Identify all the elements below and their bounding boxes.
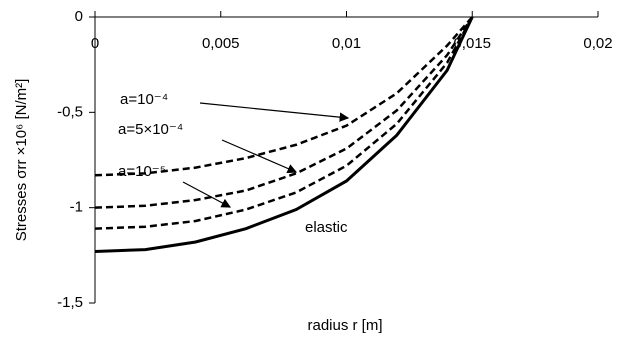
series-label: a=10⁻⁵ <box>118 163 166 180</box>
series-label: a=10⁻⁴ <box>120 91 168 108</box>
x-tick-label: 0,02 <box>583 35 612 52</box>
series-label: a=5×10⁻⁴ <box>118 121 183 138</box>
y-tick-label: -0,5 <box>57 103 83 120</box>
x-tick-label: 0,01 <box>332 35 361 52</box>
label-arrow <box>182 181 232 208</box>
x-tick-label: 0 <box>91 35 99 52</box>
x-axis-label: radius r [m] <box>307 317 382 334</box>
label-arrow <box>221 139 298 174</box>
line-series <box>94 16 474 177</box>
y-tick-label: -1,5 <box>57 294 83 311</box>
y-tick-label: 0 <box>75 8 83 25</box>
line-series <box>94 16 474 230</box>
x-tick-label: 0,005 <box>202 35 240 52</box>
line-series <box>94 16 474 209</box>
y-tick-label: -1 <box>70 199 83 216</box>
y-axis-label: Stresses σrr ×10⁶ [N/m²] <box>13 79 30 242</box>
series-label: elastic <box>305 219 348 236</box>
label-arrow <box>199 102 350 122</box>
line-series <box>94 16 474 254</box>
